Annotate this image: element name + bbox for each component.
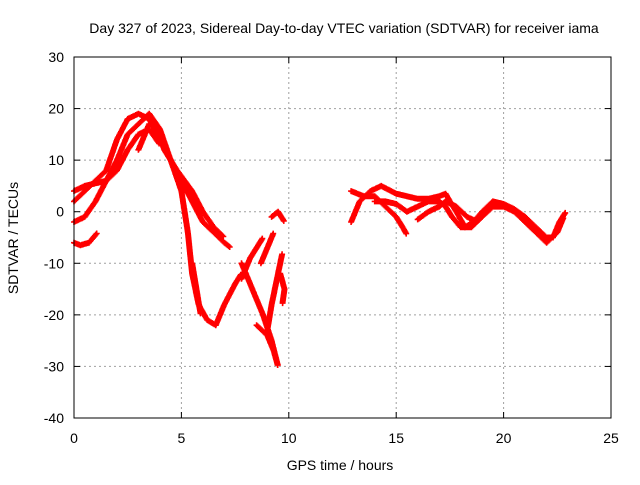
grid [74,57,611,418]
plus-markers [253,322,281,368]
x-tick-label: 5 [178,430,186,446]
plot-frame [73,56,612,419]
y-tick-label: 20 [48,101,64,117]
series-m [277,270,288,307]
plus-markers [135,121,227,240]
x-tick-label: 10 [281,430,297,446]
series-p [371,198,567,246]
series-k [257,230,277,267]
y-tick-label: -10 [44,255,64,271]
x-tick-label: 15 [388,430,404,446]
plus-markers [277,270,288,307]
plus-markers [268,208,287,224]
x-tick-label: 25 [603,430,619,446]
y-tick-label: 30 [48,49,64,65]
plus-markers [264,251,286,334]
series-l [268,208,287,224]
x-tick-label: 0 [70,430,78,446]
y-tick-label: 10 [48,152,64,168]
data-points [71,110,569,368]
y-tick-label: -30 [44,358,64,374]
y-tick-label: -20 [44,307,64,323]
x-tick-label: 20 [496,430,512,446]
plus-markers [71,230,100,249]
x-axis-label: GPS time / hours [287,457,394,473]
series-f [189,260,204,317]
series-d [135,121,227,240]
plus-markers [414,198,480,225]
series-q [414,198,480,225]
y-tick-label: -40 [44,410,64,426]
plus-markers [257,230,277,267]
x-axis: 0 5 10 15 20 25 [70,57,619,446]
plus-markers [371,198,567,246]
series-c [71,230,100,249]
series-j [264,251,286,334]
y-tick-label: 0 [56,204,64,220]
y-axis: -40 -30 -20 -10 0 10 20 30 [44,49,611,426]
series-i [253,322,281,368]
y-axis-label: SDTVAR / TECUs [5,182,21,294]
plus-markers [189,260,204,317]
chart-title: Day 327 of 2023, Sidereal Day-to-day VTE… [89,20,599,36]
